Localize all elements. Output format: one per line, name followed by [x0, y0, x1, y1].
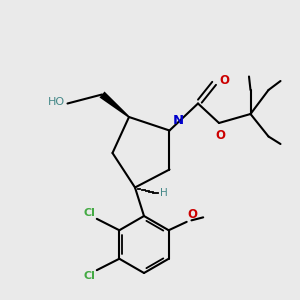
- Text: N: N: [172, 114, 184, 127]
- Text: O: O: [220, 74, 230, 87]
- Text: Cl: Cl: [83, 271, 95, 281]
- Text: Cl: Cl: [83, 208, 95, 218]
- Text: HO: HO: [48, 97, 65, 107]
- Text: H: H: [160, 188, 168, 199]
- Polygon shape: [100, 92, 130, 118]
- Text: O: O: [188, 208, 198, 221]
- Text: O: O: [215, 129, 226, 142]
